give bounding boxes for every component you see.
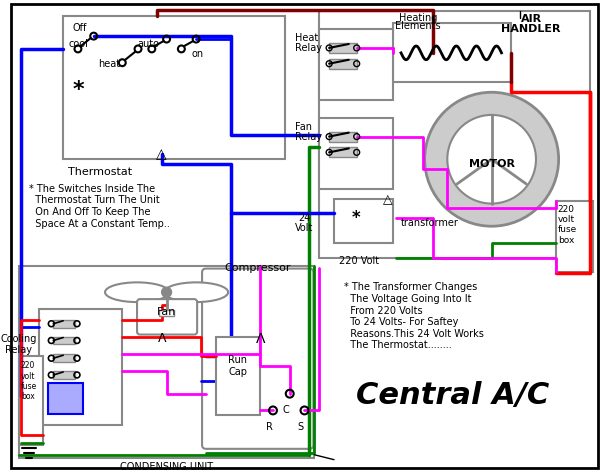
Bar bbox=[49, 383, 83, 414]
FancyBboxPatch shape bbox=[137, 299, 197, 334]
Text: *: * bbox=[73, 80, 85, 100]
Text: auto: auto bbox=[137, 39, 159, 49]
Text: Λ: Λ bbox=[157, 332, 166, 345]
Bar bbox=[53, 354, 75, 362]
Bar bbox=[329, 43, 356, 53]
Text: MOTOR: MOTOR bbox=[469, 159, 515, 169]
Bar bbox=[38, 309, 122, 425]
Bar bbox=[53, 337, 75, 344]
Text: Fan: Fan bbox=[295, 122, 311, 132]
Text: 220
volt
fuse
box: 220 volt fuse box bbox=[21, 361, 37, 401]
Text: AIR: AIR bbox=[520, 14, 542, 24]
Text: on: on bbox=[191, 49, 203, 59]
Bar bbox=[319, 11, 590, 258]
Text: HANDLER: HANDLER bbox=[501, 24, 561, 34]
Bar bbox=[334, 199, 393, 243]
Bar bbox=[393, 23, 511, 82]
Text: S: S bbox=[298, 422, 304, 432]
Text: Volt: Volt bbox=[295, 223, 314, 233]
Text: Relay: Relay bbox=[295, 43, 322, 53]
Text: Off: Off bbox=[73, 23, 87, 33]
Text: heat: heat bbox=[98, 59, 120, 69]
Text: Heating: Heating bbox=[398, 13, 437, 23]
Bar bbox=[556, 200, 593, 272]
Circle shape bbox=[425, 92, 559, 226]
Bar bbox=[19, 266, 314, 458]
Text: 220 Volt: 220 Volt bbox=[339, 256, 379, 266]
Bar bbox=[63, 17, 285, 159]
Text: Λ: Λ bbox=[256, 332, 265, 346]
Bar bbox=[319, 29, 393, 100]
Text: 24: 24 bbox=[298, 213, 311, 223]
Text: △: △ bbox=[157, 147, 167, 162]
Bar bbox=[216, 337, 260, 415]
Text: 220
volt
fuse
box: 220 volt fuse box bbox=[557, 205, 577, 245]
FancyBboxPatch shape bbox=[202, 268, 313, 449]
Text: R: R bbox=[266, 422, 272, 432]
Bar bbox=[329, 132, 356, 142]
Circle shape bbox=[448, 115, 536, 204]
Text: Relay: Relay bbox=[295, 132, 322, 142]
Text: C: C bbox=[283, 406, 289, 416]
Bar bbox=[159, 310, 175, 316]
Text: Central A/C: Central A/C bbox=[356, 381, 549, 410]
Text: △: △ bbox=[383, 194, 393, 207]
Circle shape bbox=[161, 287, 172, 297]
Text: * The Transformer Changes
  The Voltage Going Into It
  From 220 Volts
  To 24 V: * The Transformer Changes The Voltage Go… bbox=[344, 282, 484, 351]
Bar bbox=[53, 320, 75, 328]
Ellipse shape bbox=[164, 282, 228, 302]
Text: cool: cool bbox=[68, 39, 88, 49]
Text: Fan: Fan bbox=[157, 307, 176, 317]
Text: transformer: transformer bbox=[401, 218, 459, 228]
Text: Heat: Heat bbox=[295, 33, 318, 43]
Text: Cooling
Relay: Cooling Relay bbox=[1, 333, 37, 355]
Text: Run
Cap: Run Cap bbox=[228, 355, 247, 377]
Text: *: * bbox=[352, 209, 360, 228]
Ellipse shape bbox=[105, 282, 169, 302]
Bar bbox=[19, 356, 43, 445]
Text: Elements: Elements bbox=[395, 21, 440, 31]
Text: CONDENSING UNIT: CONDENSING UNIT bbox=[120, 462, 213, 472]
Bar bbox=[53, 371, 75, 379]
Text: Thermostat: Thermostat bbox=[68, 167, 132, 177]
Bar bbox=[329, 59, 356, 68]
Bar bbox=[329, 147, 356, 157]
Bar bbox=[319, 118, 393, 189]
Text: Compressor: Compressor bbox=[224, 263, 290, 273]
Text: * The Switches Inside The
  Thermostat Turn The Unit
  On And Off To Keep The
  : * The Switches Inside The Thermostat Tur… bbox=[29, 184, 170, 228]
